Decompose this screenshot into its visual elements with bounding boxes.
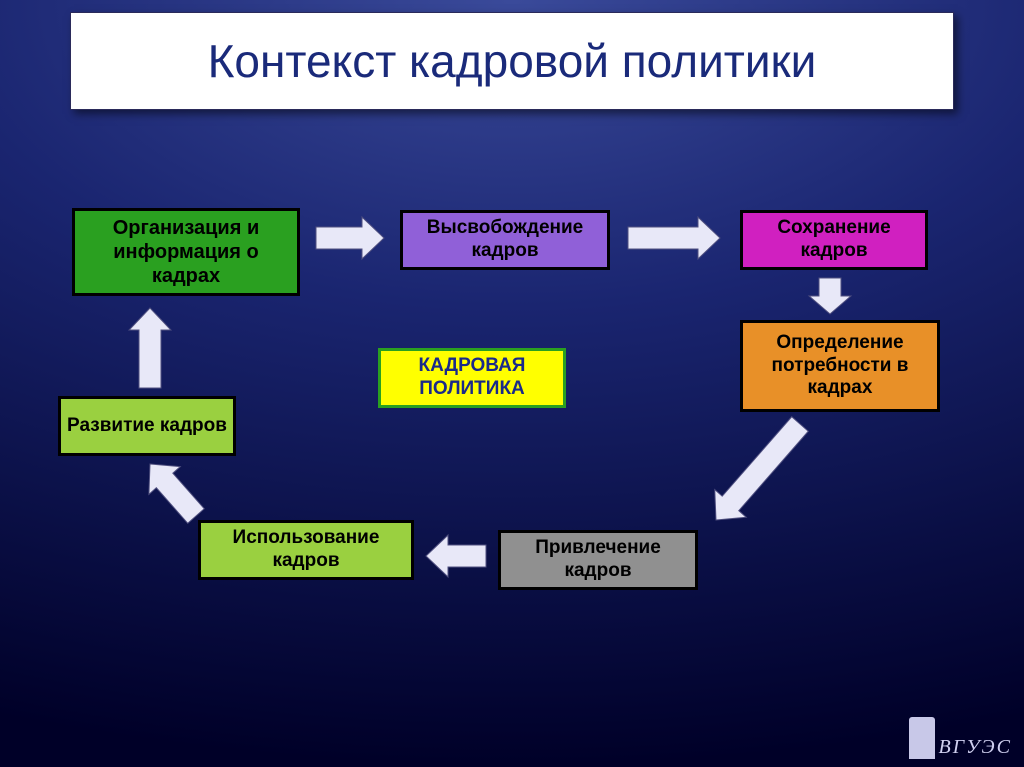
node-develop-label: Развитие кадров bbox=[67, 415, 227, 438]
logo-icon bbox=[909, 717, 935, 759]
title-container: Контекст кадровой политики bbox=[70, 12, 954, 110]
node-attract: Привлечение кадров bbox=[498, 530, 698, 590]
node-center-label: КАДРОВАЯ ПОЛИТИКА bbox=[385, 355, 559, 401]
node-attract-label: Привлечение кадров bbox=[505, 537, 691, 583]
node-develop: Развитие кадров bbox=[58, 396, 236, 456]
node-retention-label: Сохранение кадров bbox=[747, 217, 921, 263]
node-release: Высвобождение кадров bbox=[400, 210, 610, 270]
node-need: Определение потребности в кадрах bbox=[740, 320, 940, 412]
node-org-info-label: Организация и информация о кадрах bbox=[79, 216, 293, 288]
node-center: КАДРОВАЯ ПОЛИТИКА bbox=[378, 348, 566, 408]
node-usage: Использование кадров bbox=[198, 520, 414, 580]
node-release-label: Высвобождение кадров bbox=[407, 217, 603, 263]
logo-container: ВГУЭС bbox=[909, 717, 1013, 759]
node-need-label: Определение потребности в кадрах bbox=[747, 332, 933, 400]
node-retention: Сохранение кадров bbox=[740, 210, 928, 270]
node-usage-label: Использование кадров bbox=[205, 527, 407, 573]
node-org-info: Организация и информация о кадрах bbox=[72, 208, 300, 296]
logo-text: ВГУЭС bbox=[939, 736, 1013, 759]
slide-title: Контекст кадровой политики bbox=[208, 34, 817, 88]
